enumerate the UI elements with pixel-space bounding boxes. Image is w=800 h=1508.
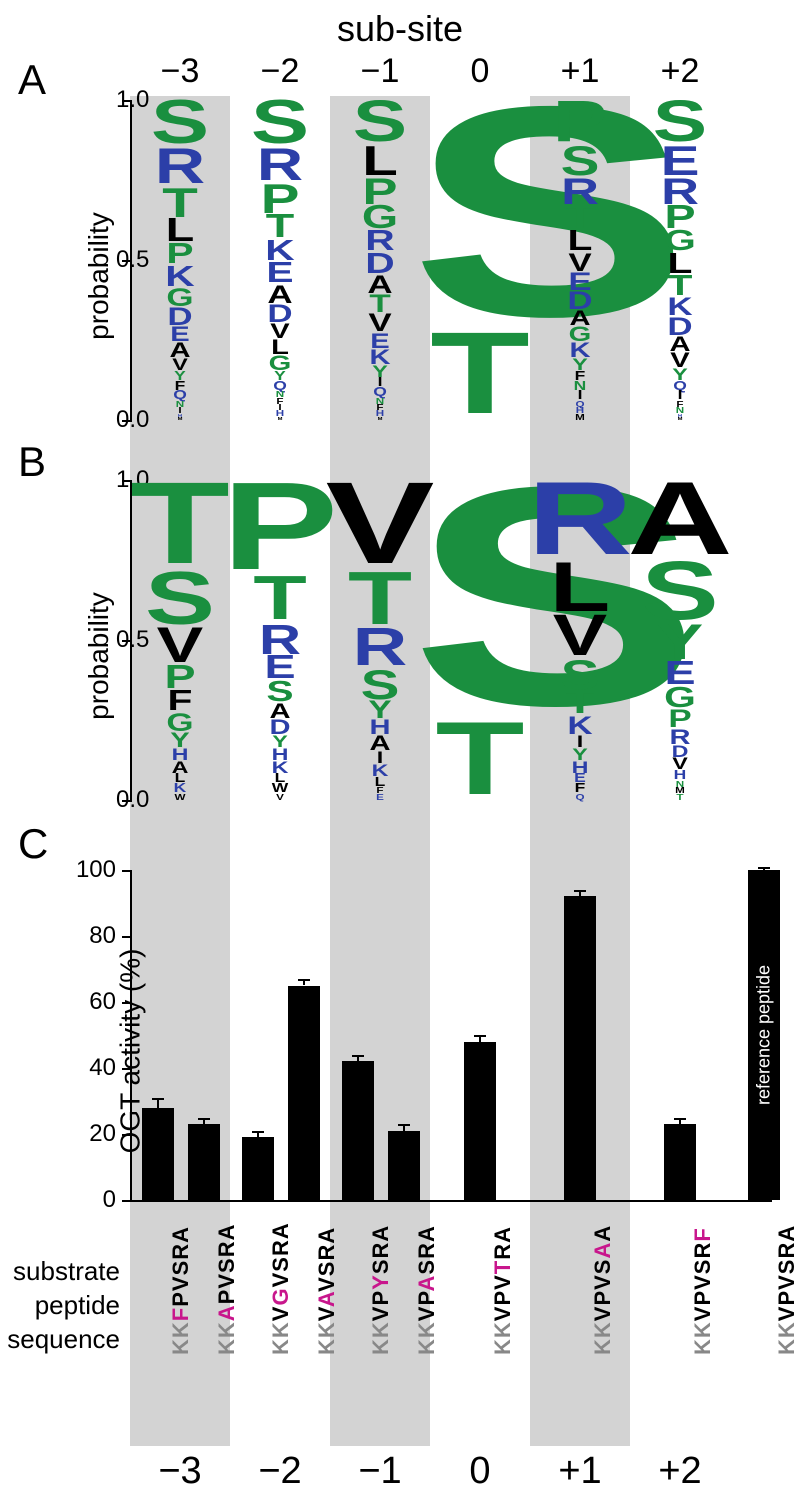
substrate-sequence-label: KKVPVSRA — [774, 1225, 800, 1355]
activity-bar — [342, 1061, 374, 1200]
panel-label: B — [18, 438, 46, 486]
sequence-logo: TSVPFGYHALKWPTRESADYHKLWVVTRSYHAIKLFESTR… — [130, 480, 730, 800]
activity-bar — [288, 986, 320, 1201]
y-tick-label: 0 — [103, 1186, 116, 1214]
substrate-sequence-label: KKVGVSRA — [268, 1222, 294, 1355]
activity-bar — [142, 1108, 174, 1200]
panel-label: C — [18, 820, 48, 868]
activity-bar — [464, 1042, 496, 1200]
bottom-positions: −3−2−10+1+2 — [130, 1450, 730, 1493]
activity-bar — [188, 1124, 220, 1200]
substrate-sequence-label: KKVAVSRA — [314, 1227, 340, 1355]
activity-bar — [564, 896, 596, 1200]
panel-label: A — [18, 56, 46, 104]
sequence-logo: SRTLPKGDEAVYFQNIHMSRPTKEADVLGYQNFIHMSLPG… — [130, 100, 730, 420]
subsite-header: sub-site — [0, 8, 800, 50]
y-tick-label: 80 — [89, 922, 116, 950]
substrate-sequence-label: KKVPYSRA — [368, 1225, 394, 1355]
activity-bar — [242, 1137, 274, 1200]
substrate-side-label: substratepeptidesequence — [0, 1255, 120, 1356]
substrate-sequence-label: KKVPASRA — [414, 1225, 440, 1355]
activity-bar — [664, 1124, 696, 1200]
substrate-sequence-label: KKVPVSRF — [690, 1227, 716, 1355]
logo-letter: M — [610, 417, 750, 420]
y-tick-label: 60 — [89, 988, 116, 1016]
substrate-sequence-label: KKFPVSRA — [168, 1226, 194, 1355]
activity-bar — [388, 1131, 420, 1200]
y-tick-label: 20 — [89, 1120, 116, 1148]
reference-peptide-label: reference peptide — [754, 965, 775, 1105]
substrate-sequence-label: KKVPVSAA — [590, 1225, 616, 1355]
y-tick-label: 100 — [76, 856, 116, 884]
substrate-sequence-label: KKVPVTRA — [490, 1226, 516, 1355]
substrate-sequence-label: KKAPVSRA — [214, 1224, 240, 1355]
y-tick-label: 40 — [89, 1054, 116, 1082]
logo-letter: T — [610, 794, 750, 800]
